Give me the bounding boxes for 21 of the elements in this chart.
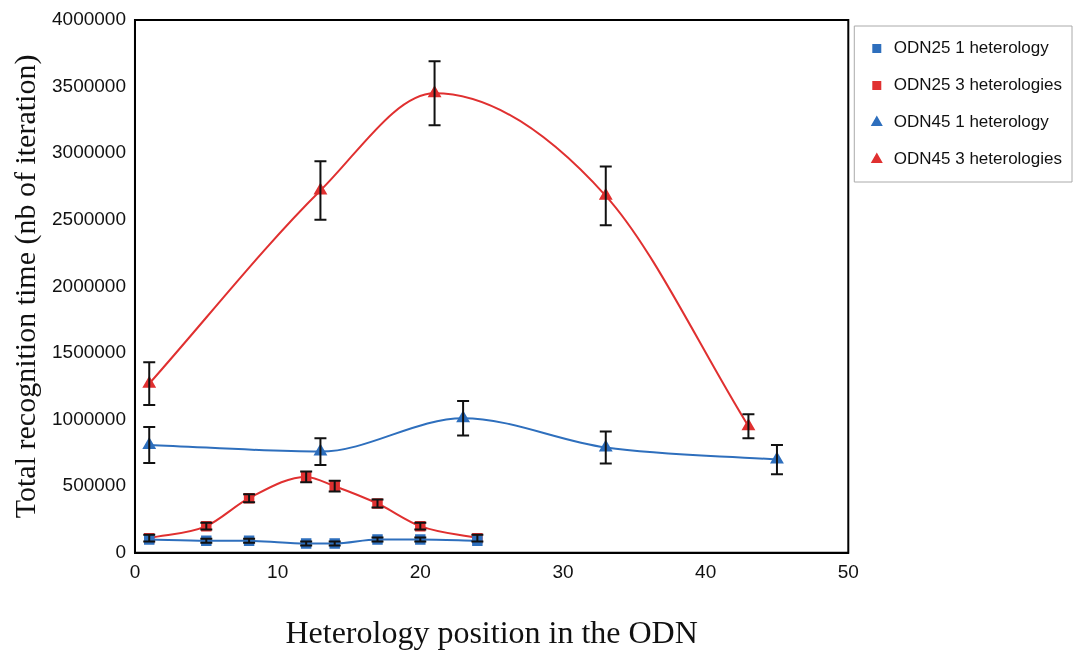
y-tick-label: 2000000 (52, 274, 126, 296)
x-tick-label: 20 (409, 561, 431, 583)
y-tick-label: 500000 (62, 474, 126, 496)
y-tick-label: 4000000 (52, 8, 126, 30)
y-tick-label: 2500000 (52, 208, 126, 230)
y-tick-label: 3000000 (52, 141, 126, 163)
x-axis-title: Heterology position in the ODN (285, 614, 698, 651)
y-tick-label: 1500000 (52, 341, 126, 363)
legend-label: ODN45 3 heterologies (893, 149, 1063, 169)
legend-label: ODN25 3 heterologies (893, 75, 1063, 95)
x-tick-label: 0 (129, 561, 141, 583)
x-tick-label: 50 (837, 561, 859, 583)
y-axis-title: Total recognition time (nb of iteration) (7, 54, 42, 519)
y-tick-label: 3500000 (52, 74, 126, 96)
x-tick-label: 10 (267, 561, 289, 583)
legend-label: ODN25 1 heterology (893, 38, 1050, 58)
y-tick-label: 0 (115, 541, 126, 563)
y-tick-label: 1000000 (52, 407, 126, 429)
legend-label: ODN45 1 heterology (893, 112, 1050, 132)
x-tick-label: 40 (695, 561, 717, 583)
x-tick-label: 30 (552, 561, 574, 583)
